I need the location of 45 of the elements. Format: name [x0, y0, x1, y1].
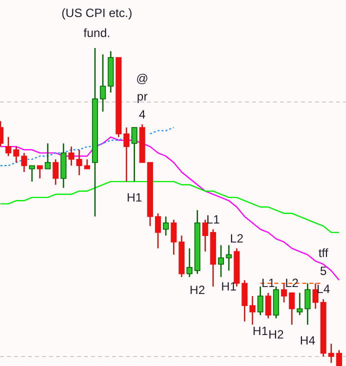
candlestick [281, 282, 287, 304]
text: H4 [300, 334, 316, 348]
text: fund. [84, 26, 110, 40]
text: L2 [230, 231, 244, 246]
candlestick [13, 146, 20, 164]
candlestick [84, 158, 90, 170]
text: L1 [206, 212, 220, 226]
candlestick [124, 126, 130, 182]
candlestick [68, 146, 74, 166]
candlestick [186, 248, 192, 278]
text: L2 [285, 276, 299, 290]
candlestick [52, 158, 59, 186]
text: H1 [126, 190, 142, 205]
text: H1 [221, 280, 237, 294]
candlestick [100, 54, 106, 112]
candlestick [5, 136, 12, 157]
candlestick [131, 126, 138, 182]
candlestick [36, 165, 43, 180]
candlestick [257, 286, 264, 316]
candlestick [21, 152, 28, 173]
candlestick [155, 212, 161, 249]
candlestick [76, 149, 82, 176]
candlestick [304, 282, 311, 326]
text: (US CPI etc.) [62, 6, 132, 20]
text: tff 5 L4 [316, 246, 330, 296]
candlestick [202, 219, 208, 252]
candlestick [296, 292, 303, 316]
candlestick [44, 142, 51, 170]
text: H2 [190, 282, 206, 297]
text: @ pr 4 [136, 71, 148, 122]
text: H1 [252, 324, 268, 338]
candlestick [162, 216, 169, 236]
candlestick [226, 244, 232, 272]
candlestick [288, 292, 295, 326]
candlestick [170, 219, 177, 256]
candlestick [328, 343, 334, 364]
candlestick [250, 295, 256, 326]
text: H2 [268, 327, 284, 342]
candlestick [265, 292, 272, 319]
candlestick [29, 165, 35, 182]
candlestick [218, 244, 224, 278]
candlestick [312, 282, 318, 310]
text: L1 [262, 276, 275, 290]
candlestick [242, 279, 248, 322]
candlestick [336, 349, 342, 366]
